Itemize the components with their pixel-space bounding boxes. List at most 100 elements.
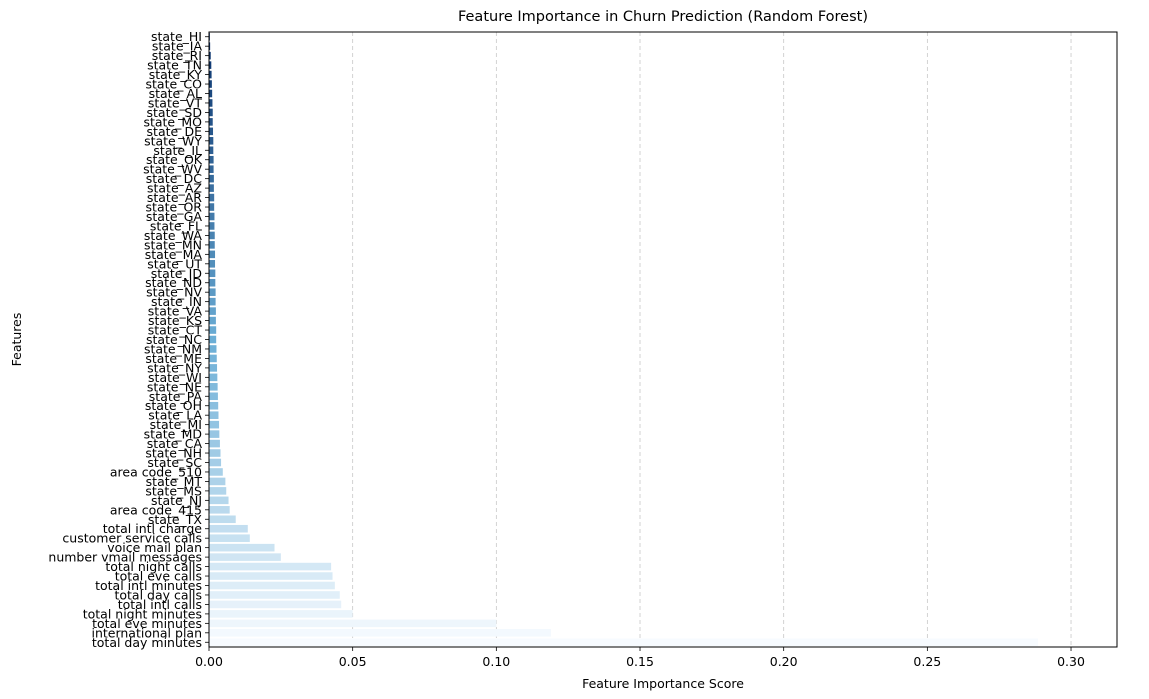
bar-total-intl-minutes <box>209 581 335 590</box>
y-tick-label: state_WA <box>144 228 203 243</box>
bar-state-tn <box>209 61 212 69</box>
bar-state-nj <box>209 496 229 505</box>
x-tick-label: 0.15 <box>626 654 654 669</box>
bar-state-mt <box>209 477 226 486</box>
y-tick-label: state_TX <box>148 512 203 527</box>
bar-state-wy <box>209 137 214 145</box>
y-tick-label: state_IL <box>153 143 202 158</box>
y-tick-label: state_GA <box>146 209 203 224</box>
y-tick-label: state_UT <box>147 256 202 271</box>
y-tick-label: state_NY <box>147 360 202 375</box>
y-tick-label: state_CA <box>147 436 203 451</box>
bar-customer-service-calls <box>209 534 250 542</box>
y-tick-label: state_MN <box>144 237 202 252</box>
bar-state-az <box>209 184 214 192</box>
bar-state-wa <box>209 231 215 240</box>
bar-state-ms <box>209 487 227 495</box>
y-axis-label: Features <box>9 313 24 367</box>
y-tick-label: total night calls <box>105 559 202 574</box>
x-tick-label: 0.20 <box>770 654 798 669</box>
x-tick-label: 0.05 <box>339 654 367 669</box>
y-tick-label: state_PA <box>149 389 203 404</box>
bar-state-ri <box>209 51 211 60</box>
x-tick-label: 0.10 <box>482 654 510 669</box>
y-tick-label: state_ND <box>145 275 202 290</box>
bar-total-day-calls <box>209 591 340 599</box>
y-tick-label: state_MA <box>145 247 203 262</box>
bar-state-nv <box>209 288 216 296</box>
bar-total-eve-calls <box>209 572 333 580</box>
y-tick-label: state_MD <box>144 427 202 442</box>
bar-number-vmail-messages <box>209 553 281 561</box>
y-tick-label: total day calls <box>114 587 202 602</box>
bar-state-md <box>209 430 220 438</box>
bar-state-sc <box>209 458 222 467</box>
y-tick-label: state_DE <box>147 124 203 139</box>
y-tick-label: state_SC <box>147 455 202 470</box>
y-tick-label: total intl calls <box>118 597 202 612</box>
y-tick-label: state_ID <box>151 266 202 281</box>
y-tick-label: state_OR <box>146 200 203 215</box>
bar-state-ok <box>209 155 214 164</box>
bar-state-ut <box>209 260 216 268</box>
bar-state-or <box>209 203 215 211</box>
y-tick-label: state_ME <box>145 351 202 366</box>
y-tick-label: number vmail messages <box>48 550 202 565</box>
bar-state-in <box>209 297 216 306</box>
bar-total-eve-minutes <box>209 619 497 628</box>
chart-title: Feature Importance in Churn Prediction (… <box>458 9 868 25</box>
bar-state-ia <box>209 42 211 50</box>
y-tick-label: state_HI <box>151 29 202 44</box>
bar-total-intl-calls <box>209 600 342 609</box>
bar-state-tx <box>209 515 236 524</box>
x-tick-label: 0.00 <box>195 654 223 669</box>
bar-state-pa <box>209 392 218 401</box>
y-tick-label: state_VA <box>148 304 203 319</box>
bar-state-mi <box>209 420 220 429</box>
bars <box>209 32 1038 647</box>
y-tick-label: state_RI <box>152 48 202 63</box>
y-tick-label: total eve calls <box>115 569 202 584</box>
x-axis-ticks: 0.00 0.05 0.10 0.15 0.20 0.25 0.30 <box>195 647 1085 669</box>
y-tick-label: state_NJ <box>151 493 202 508</box>
y-tick-label: area code_415 <box>110 502 202 517</box>
y-axis-ticks: state_HIstate_IAstate_RIstate_TNstate_KY… <box>48 29 209 650</box>
bar-state-la <box>209 411 219 419</box>
bar-state-ga <box>209 212 215 221</box>
y-tick-label: total eve minutes <box>92 616 202 631</box>
bar-state-ct <box>209 326 217 334</box>
bar-state-wv <box>209 165 214 173</box>
bar-state-dc <box>209 174 214 183</box>
bar-state-ne <box>209 383 218 391</box>
y-tick-label: state_WV <box>143 162 202 177</box>
bar-state-nm <box>209 345 217 353</box>
y-tick-label: total intl charge <box>103 521 203 536</box>
bar-state-sd <box>209 108 213 117</box>
bar-state-mn <box>209 241 215 249</box>
bar-state-me <box>209 354 217 363</box>
bar-area-code-415 <box>209 506 230 514</box>
y-tick-label: state_CT <box>148 323 203 338</box>
y-tick-label: state_WY <box>144 133 202 148</box>
y-tick-label: international plan <box>91 625 202 640</box>
bar-state-ky <box>209 70 212 79</box>
y-tick-label: state_DC <box>146 171 203 186</box>
bar-state-il <box>209 146 214 155</box>
y-tick-label: state_NE <box>147 379 202 394</box>
y-tick-label: state_OK <box>146 152 203 167</box>
bar-state-fl <box>209 222 215 230</box>
bar-state-va <box>209 307 216 315</box>
y-tick-label: state_MT <box>146 474 203 489</box>
y-tick-label: total night minutes <box>83 606 202 621</box>
plot-frame <box>208 31 1118 648</box>
y-tick-label: state_KY <box>149 67 203 82</box>
bar-state-oh <box>209 401 219 410</box>
bar-international-plan <box>209 629 551 637</box>
x-tick-label: 0.25 <box>913 654 941 669</box>
bar-state-al <box>209 89 213 98</box>
y-tick-label: state_IA <box>152 39 203 54</box>
bar-state-ma <box>209 250 216 259</box>
bar-state-ks <box>209 316 216 325</box>
bar-state-mo <box>209 118 213 126</box>
y-tick-label: state_WI <box>148 370 202 385</box>
